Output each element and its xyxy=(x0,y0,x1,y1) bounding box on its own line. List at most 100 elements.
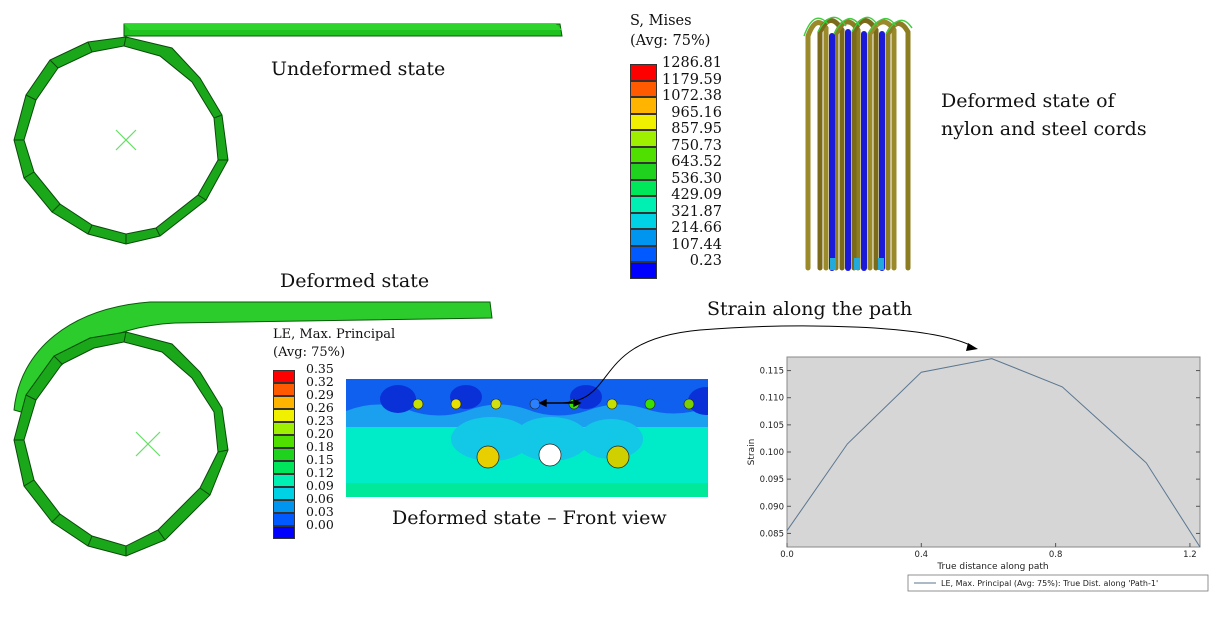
steel-cords xyxy=(829,29,885,271)
legend-mises-title-2: (Avg: 75%) xyxy=(630,33,711,49)
legend-le-value: 0.20 xyxy=(306,426,334,441)
legend-le-value: 0.03 xyxy=(306,504,334,519)
x-tick-label: 0.4 xyxy=(915,550,929,560)
legend-le-swatch xyxy=(273,474,295,487)
legend-le-value: 0.06 xyxy=(306,491,334,506)
legend-mises-value: 214.66 xyxy=(671,220,722,236)
plot-area xyxy=(786,356,1201,548)
legend-mises-swatch xyxy=(630,146,657,163)
legend-mises-swatch xyxy=(630,64,657,81)
legend-le-swatch xyxy=(273,422,295,435)
legend-le-value: 0.18 xyxy=(306,439,334,454)
legend-mises-swatch xyxy=(630,196,657,213)
legend-le-value: 0.09 xyxy=(306,478,334,493)
legend-mises-swatch xyxy=(630,163,657,180)
legend-le-swatch xyxy=(273,500,295,513)
legend-mises-swatch xyxy=(630,130,657,147)
center-cross-icon xyxy=(135,431,161,457)
legend-mises-value: 1072.38 xyxy=(662,88,722,104)
legend-mises-value: 107.44 xyxy=(671,236,722,253)
caption-front-view: Deformed state – Front view xyxy=(392,507,667,529)
legend-box xyxy=(907,574,1209,592)
cord-loop-1 xyxy=(805,20,829,271)
nylon-cord-sections xyxy=(476,443,630,469)
y-tick-label: 0.085 xyxy=(760,529,784,539)
legend-le-title-2: (Avg: 75%) xyxy=(273,345,346,360)
contour-mid-patches xyxy=(451,417,643,461)
x-axis-label: True distance along path xyxy=(936,562,1048,572)
caption-deformed: Deformed state xyxy=(280,270,430,292)
legend-mises-value: 321.87 xyxy=(671,203,722,220)
legend-mises-value: 429.09 xyxy=(671,187,722,203)
legend-le-swatch xyxy=(273,370,295,383)
flat-strip-top-face xyxy=(124,24,562,30)
legend-le-title-1: LE, Max. Principal xyxy=(273,327,396,342)
caption-cords-1: Deformed state of xyxy=(941,90,1115,112)
cord-tips xyxy=(830,258,884,270)
caption-cords-2: nylon and steel cords xyxy=(941,118,1147,140)
legend-mises-swatch xyxy=(630,179,657,196)
legend-mises-value: 0.23 xyxy=(689,253,722,269)
cord-loop-4 xyxy=(851,18,879,271)
legend-mises-value: 857.95 xyxy=(671,121,722,137)
legend-le-value: 0.32 xyxy=(306,374,334,389)
chart-legend: LE, Max. Principal (Avg: 75%): True Dist… xyxy=(907,574,1209,592)
cord-loop-2 xyxy=(817,18,845,271)
center-cross-icon xyxy=(115,129,137,151)
legend-le-value: 0.35 xyxy=(306,361,334,376)
caption-undeformed: Undeformed state xyxy=(271,58,446,80)
legend-le-swatch xyxy=(273,487,295,500)
legend-mises-value: 643.52 xyxy=(671,154,722,170)
legend-series-name: LE, Max. Principal (Avg: 75%): True Dist… xyxy=(941,579,1158,588)
legend-mises-swatch xyxy=(630,80,657,97)
y-tick-label: 0.110 xyxy=(760,394,784,404)
series-line xyxy=(786,358,1201,548)
legend-mises-value: 965.16 xyxy=(671,104,722,121)
legend-mises-swatch xyxy=(630,113,657,130)
contour-bottom-band xyxy=(346,483,708,497)
legend-mises-swatch xyxy=(630,212,657,229)
legend-mises-value: 1179.59 xyxy=(662,71,722,88)
y-tick-label: 0.095 xyxy=(760,475,784,485)
legend-mises-swatch xyxy=(630,97,657,114)
legend-le-swatch xyxy=(273,448,295,461)
legend-le-value: 0.15 xyxy=(306,452,334,467)
cord-loop-6 xyxy=(885,21,911,271)
legend-le-swatch xyxy=(273,513,295,526)
x-tick-label: 1.2 xyxy=(1183,550,1197,560)
deformed-model xyxy=(13,301,493,557)
cord-top-loops xyxy=(803,16,913,37)
legend-le-swatch xyxy=(273,461,295,474)
legend-mises-swatch xyxy=(630,262,657,279)
ring-segment-lines xyxy=(14,41,228,244)
legend-le-value: 0.12 xyxy=(306,465,334,480)
ring-undeformed xyxy=(13,36,229,245)
legend-mises-title-1: S, Mises xyxy=(630,13,692,29)
y-tick-label: 0.090 xyxy=(760,502,784,512)
y-tick-label: 0.115 xyxy=(760,367,784,377)
y-tick-label: 0.100 xyxy=(760,448,784,458)
x-tick-label: 0.8 xyxy=(1049,550,1063,560)
cords-model xyxy=(803,16,913,271)
strain-chart: Strain True distance along path 0.0 0.4 0.… xyxy=(747,356,1209,592)
legend-le-swatch xyxy=(273,396,295,409)
x-tick-label: 0.0 xyxy=(780,550,794,560)
cord-loop-5 xyxy=(867,19,897,271)
legend-le-swatch xyxy=(273,526,295,539)
legend-mises-value: 1286.81 xyxy=(662,55,722,71)
legend-le-value: 0.29 xyxy=(306,387,334,402)
undeformed-model xyxy=(13,23,563,245)
ring-deformed xyxy=(13,331,229,557)
legend-mises-swatch xyxy=(630,245,657,262)
caption-strain-path: Strain along the path xyxy=(707,298,913,320)
legend-le-swatch xyxy=(273,435,295,448)
y-axis-label: Strain xyxy=(747,439,757,466)
legend-mises-value: 750.73 xyxy=(671,137,722,154)
cord-loop-3 xyxy=(833,19,861,271)
legend-le-swatch xyxy=(273,409,295,422)
legend-le-value: 0.23 xyxy=(306,413,334,428)
connector-arrowhead xyxy=(966,343,978,351)
y-tick-label: 0.105 xyxy=(760,421,784,431)
legend-mises-swatch xyxy=(630,229,657,246)
legend-mises-value: 536.30 xyxy=(671,170,722,187)
